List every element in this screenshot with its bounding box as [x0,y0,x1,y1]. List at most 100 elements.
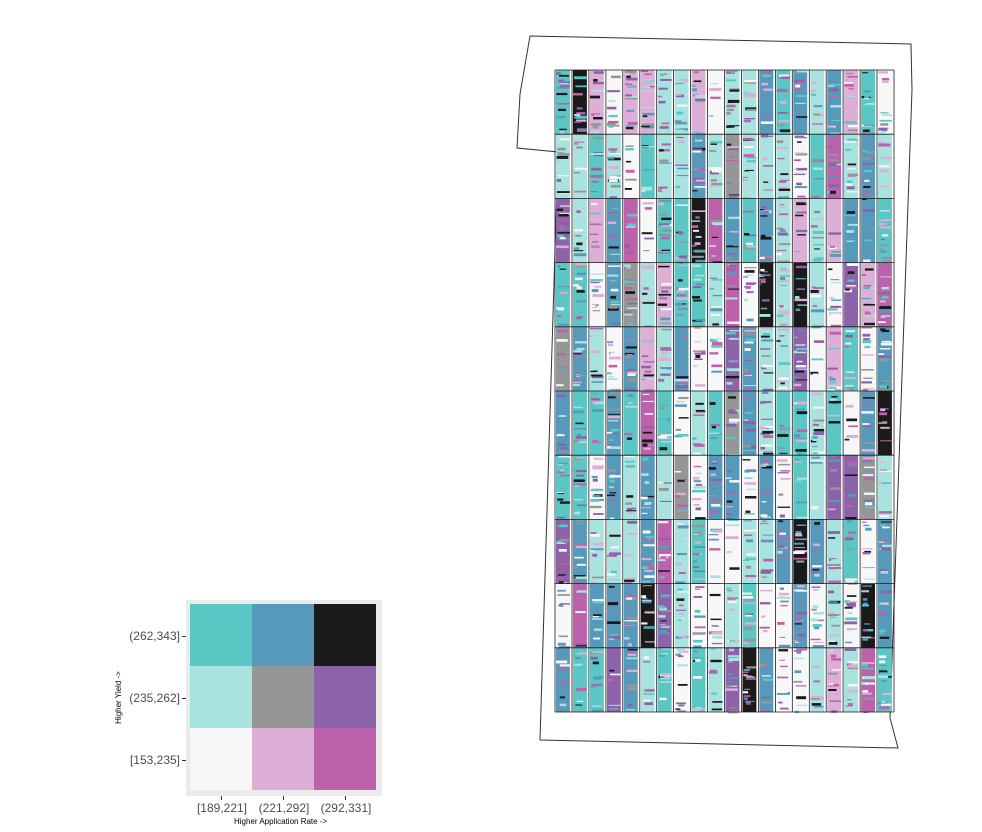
yield-speckle [659,162,672,164]
yield-speckle [811,703,822,706]
yield-speckle [676,214,686,217]
yield-speckle [761,339,774,342]
yield-speckle [692,443,702,445]
yield-speckle [759,522,769,525]
yield-speckle [830,105,842,108]
yield-speckle [829,159,840,162]
yield-speckle [627,688,638,691]
yield-speckle [796,560,805,563]
trial-plot [640,326,655,391]
trial-plot [793,262,808,327]
yield-speckle [847,660,859,664]
yield-speckle [795,449,807,452]
yield-speckle [591,335,604,339]
yield-speckle [742,592,752,595]
yield-speckle [658,630,667,633]
yield-speckle [776,596,791,599]
yield-speckle [709,548,721,551]
yield-speckle [847,271,855,274]
yield-speckle [557,471,565,474]
yield-speckle [878,219,892,222]
trial-plot [606,455,621,520]
yield-speckle [607,423,621,425]
yield-speckle [847,75,859,78]
yield-speckle [675,428,682,431]
yield-speckle [693,177,703,181]
yield-speckle [559,664,570,667]
yield-speckle [708,167,723,170]
yield-speckle [828,614,841,616]
yield-speckle [591,350,600,353]
yield-speckle [780,600,789,603]
yield-speckle [692,156,700,158]
yield-speckle [761,648,774,651]
yield-speckle [861,663,868,666]
yield-speckle [625,346,637,349]
yield-speckle [760,514,768,517]
yield-speckle [643,667,652,670]
yield-speckle [878,511,892,514]
yield-speckle [711,708,723,711]
yield-speckle [778,493,784,496]
yield-speckle [746,156,757,159]
yield-speckle [745,551,752,553]
yield-speckle [793,350,807,354]
yield-speckle [627,394,634,397]
yield-speckle [624,582,633,584]
yield-speckle [607,554,616,557]
yield-speckle [626,669,638,673]
yield-speckle [556,434,563,437]
yield-speckle [762,520,767,522]
yield-speckle [828,246,837,250]
yield-speckle [811,608,817,611]
yield-speckle [590,95,600,99]
yield-speckle [762,388,774,391]
yield-speckle [779,587,784,590]
trial-plot [708,262,723,327]
yield-speckle [676,104,688,107]
yield-speckle [693,364,698,367]
yield-speckle [880,156,892,160]
yield-speckle [659,159,669,163]
yield-speckle [591,683,603,687]
yield-speckle [574,229,583,232]
yield-speckle [861,449,876,452]
yield-speckle [813,283,822,285]
yield-speckle [712,635,723,639]
yield-speckle [660,78,672,81]
yield-speckle [845,676,850,680]
yield-speckle [880,571,888,574]
trial-plot [793,391,808,456]
yield-speckle [760,121,774,124]
yield-speckle [744,118,755,120]
yield-speckle [828,400,842,404]
yield-speckle [881,547,892,551]
yield-speckle [864,466,875,468]
yield-speckle [624,460,635,463]
yield-speckle [658,265,670,268]
yield-speckle [726,382,733,385]
yield-speckle [745,638,757,642]
yield-speckle [848,425,859,428]
yield-speckle [864,268,874,271]
yield-speckle [777,626,784,629]
yield-speckle [845,461,859,464]
yield-speckle [865,151,875,154]
yield-speckle [609,517,615,519]
yield-speckle [559,128,567,131]
yield-speckle [692,244,697,247]
yield-speckle [590,656,598,660]
yield-speckle [845,517,857,520]
yield-speckle [573,575,586,577]
yield-speckle [558,225,565,228]
yield-speckle [573,663,583,666]
yield-speckle [625,83,633,86]
yield-speckle [593,628,603,631]
yield-speckle [726,245,734,247]
yield-speckle [846,371,855,373]
yield-speckle [846,285,856,287]
yield-speckle [694,333,699,337]
yield-speckle [878,248,886,251]
yield-speckle [712,701,723,703]
trial-plot [810,455,825,520]
